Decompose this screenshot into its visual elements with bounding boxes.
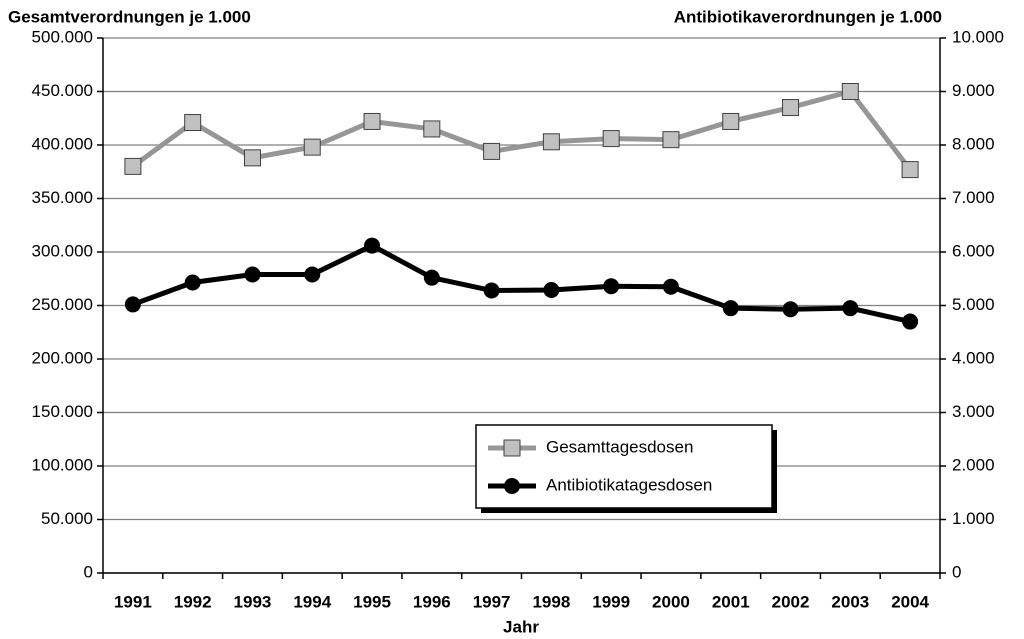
y2-tick-label: 4.000 — [952, 348, 995, 367]
data-point — [423, 269, 440, 286]
data-point — [782, 301, 799, 318]
data-point — [364, 237, 381, 254]
y2-tick-label: 8.000 — [952, 134, 995, 153]
data-point — [244, 266, 261, 283]
data-point — [184, 274, 201, 291]
legend-marker — [504, 478, 520, 494]
legend — [475, 424, 773, 509]
data-point — [542, 133, 560, 151]
data-point — [184, 114, 202, 132]
data-point — [543, 281, 560, 298]
x-tick-label: 2001 — [712, 592, 750, 611]
data-point — [303, 138, 321, 156]
y2-tick-label: 10.000 — [952, 27, 1004, 46]
x-tick-label: 2000 — [652, 592, 690, 611]
series-line — [132, 242, 911, 324]
data-point — [603, 278, 620, 295]
x-axis-title: Jahr — [503, 617, 539, 636]
x-tick-label: 1991 — [114, 592, 152, 611]
data-point — [243, 149, 261, 167]
y2-tick-label: 0 — [952, 562, 961, 581]
legend-label: Gesamttagesdosen — [546, 437, 693, 456]
data-point — [782, 99, 800, 117]
y-tick-label: 200.000 — [32, 348, 93, 367]
data-point — [722, 112, 740, 130]
y2-tick-label: 3.000 — [952, 402, 995, 421]
x-tick-label: 1997 — [473, 592, 511, 611]
x-tick-label: 2002 — [772, 592, 810, 611]
y2-tick-label: 6.000 — [952, 241, 995, 260]
data-point — [662, 278, 679, 295]
data-point — [423, 120, 441, 138]
x-tick-label: 1999 — [592, 592, 630, 611]
y-tick-label: 400.000 — [32, 134, 93, 153]
x-tick-label: 2003 — [831, 592, 869, 611]
y-tick-label: 300.000 — [32, 241, 93, 260]
y2-axis-title: Antibiotikaverordnungen je 1.000 — [674, 7, 942, 26]
y-axis-title: Gesamtverordnungen je 1.000 — [8, 7, 251, 26]
data-point — [363, 112, 381, 130]
y-tick-label: 150.000 — [32, 402, 93, 421]
data-point — [304, 266, 321, 283]
y-tick-label: 500.000 — [32, 27, 93, 46]
data-point — [662, 131, 680, 149]
x-tick-label: 1993 — [234, 592, 272, 611]
data-point — [602, 130, 620, 148]
y2-tick-label: 2.000 — [952, 455, 995, 474]
y2-tick-label: 7.000 — [952, 188, 995, 207]
y-tick-label: 250.000 — [32, 295, 93, 314]
y2-tick-label: 1.000 — [952, 509, 995, 528]
legend-label: Antibiotikatagesdosen — [546, 475, 712, 494]
data-point — [483, 142, 501, 160]
x-tick-label: 1994 — [293, 592, 331, 611]
data-point — [483, 282, 500, 299]
data-point — [722, 300, 739, 317]
y-tick-label: 450.000 — [32, 81, 93, 100]
y2-tick-label: 9.000 — [952, 81, 995, 100]
x-tick-label: 1998 — [532, 592, 570, 611]
data-point — [902, 313, 919, 330]
y-tick-label: 50.000 — [41, 509, 93, 528]
series-line — [131, 88, 913, 172]
data-point — [124, 157, 142, 175]
data-point — [841, 83, 859, 100]
legend-marker — [503, 439, 521, 457]
y-tick-label: 0 — [84, 562, 93, 581]
data-point — [901, 161, 919, 179]
y-tick-label: 100.000 — [32, 455, 93, 474]
y-tick-label: 350.000 — [32, 188, 93, 207]
x-tick-label: 1992 — [174, 592, 212, 611]
x-tick-label: 1995 — [353, 592, 391, 611]
y2-tick-label: 5.000 — [952, 295, 995, 314]
data-point — [842, 300, 859, 317]
x-tick-label: 2004 — [891, 592, 929, 611]
x-tick-label: 1996 — [413, 592, 451, 611]
data-point — [124, 296, 141, 313]
